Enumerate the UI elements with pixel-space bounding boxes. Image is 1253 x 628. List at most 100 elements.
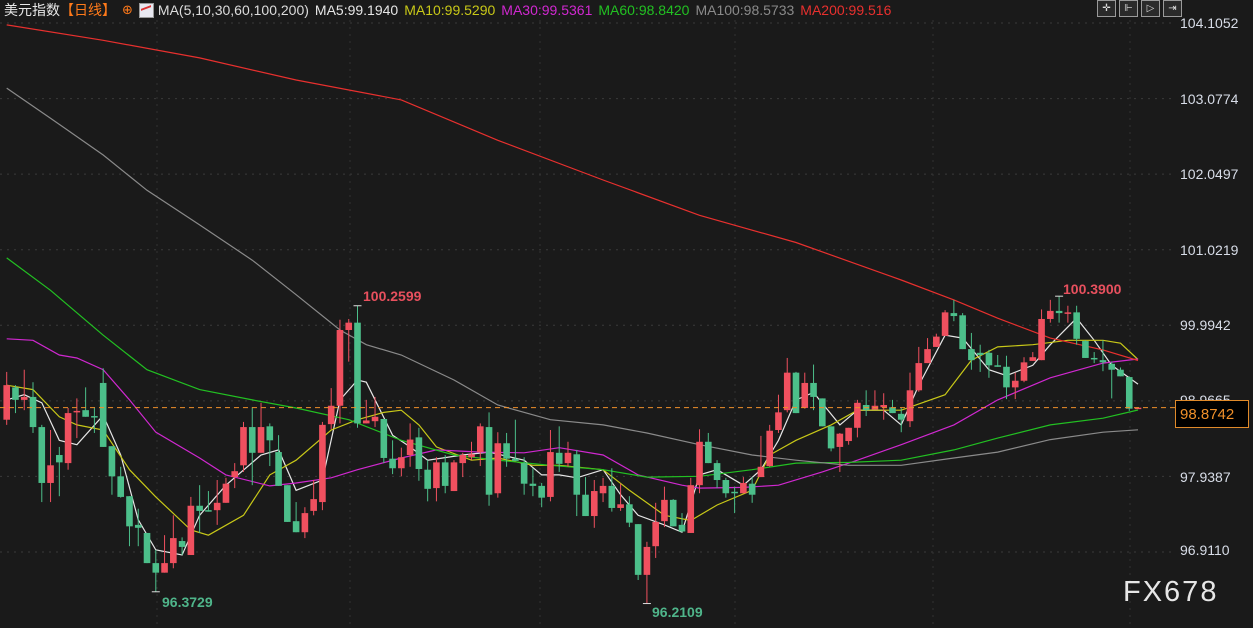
candle-body (126, 496, 133, 527)
candle-body (687, 485, 695, 533)
candle-body (354, 322, 361, 424)
candle-body (854, 402, 861, 428)
candle-body (801, 382, 809, 408)
candle (64, 407, 72, 470)
candle (678, 513, 686, 533)
candle-body (1099, 360, 1107, 363)
candle-body (468, 454, 475, 458)
candle (126, 496, 133, 547)
candle-body (99, 382, 107, 447)
candle (722, 477, 730, 498)
candle (494, 432, 502, 498)
candle (196, 485, 203, 533)
candle-body (3, 385, 10, 420)
candle (827, 426, 835, 452)
ma200-line (6, 24, 1139, 362)
candle (608, 468, 616, 512)
ma60-value: MA60:98.8420 (598, 2, 690, 18)
zoom-range-icon[interactable]: ⊩ (1119, 0, 1138, 17)
candle-body (459, 455, 467, 464)
chart-header: 美元指数 【日线】 ⊕ MA(5,10,30,60,100,200) MA5:9… (4, 0, 897, 20)
candle-body (424, 469, 431, 489)
candle (398, 447, 405, 477)
ma30-line (6, 338, 1139, 489)
candle-body (827, 426, 835, 449)
exit-icon[interactable]: ⇥ (1163, 0, 1182, 17)
ma100-line (6, 87, 1139, 466)
candle-body (889, 407, 896, 414)
candle (266, 423, 274, 467)
candle-body (205, 510, 212, 512)
candle (1099, 340, 1107, 372)
high-annotation: 100.3900 (1063, 281, 1122, 297)
candle (924, 338, 931, 364)
candle (652, 502, 659, 558)
candle-body (240, 427, 247, 466)
candle (976, 344, 984, 372)
candle (1108, 361, 1116, 399)
candle (336, 319, 344, 424)
candle-body (187, 505, 195, 556)
candle (573, 449, 581, 517)
candle-body (845, 427, 852, 442)
period-selector[interactable]: 【日线】 (60, 2, 116, 18)
candle (354, 305, 361, 428)
candle (433, 457, 440, 502)
candle-body (1073, 312, 1080, 339)
candle-body (669, 499, 677, 527)
candle-body (73, 410, 81, 413)
y-tick-label: 97.9387 (1180, 469, 1231, 485)
candle-body (933, 336, 940, 347)
candle-body (713, 463, 721, 481)
candle-body (476, 426, 484, 453)
candle-body (47, 465, 54, 483)
candle (231, 463, 239, 489)
candle (880, 393, 887, 420)
candle-body (512, 458, 519, 461)
candle (450, 460, 458, 492)
candle-body (196, 505, 203, 511)
candle (933, 333, 940, 347)
candle (248, 407, 256, 486)
candle-body (766, 430, 773, 467)
candle-body (222, 483, 230, 503)
ma-definition[interactable]: MA(5,10,30,60,100,200) (157, 2, 309, 18)
candle-body (836, 433, 844, 447)
candle-body (301, 513, 309, 533)
y-tick-label: 99.9942 (1180, 317, 1231, 333)
candle-body (275, 452, 282, 486)
candle-body (1047, 310, 1054, 319)
candle (257, 402, 265, 453)
candle (1047, 299, 1054, 323)
candle-body (564, 452, 572, 464)
candle-body (266, 426, 274, 441)
candle (634, 524, 642, 581)
candle-body (1020, 362, 1028, 381)
candle-body (178, 541, 186, 547)
candle (731, 486, 738, 514)
candle-body (170, 538, 177, 564)
candle (424, 460, 431, 502)
candle (810, 364, 817, 411)
candle-body (617, 504, 624, 508)
instrument-title[interactable]: 美元指数 (4, 2, 60, 18)
candle (12, 385, 19, 414)
candle (1055, 296, 1063, 323)
candle (485, 412, 493, 506)
candle-body (1134, 407, 1142, 410)
candle-body (950, 313, 958, 317)
candle (801, 372, 809, 409)
crosshair-icon[interactable]: ✛ (1097, 0, 1116, 17)
candle-body (941, 312, 949, 336)
line-chart-icon[interactable] (138, 2, 154, 18)
candle (468, 441, 475, 461)
candle-body (976, 352, 984, 356)
candle-body (555, 452, 563, 464)
candle-body (1108, 363, 1116, 370)
candle (187, 496, 195, 556)
y-tick-label: 96.9110 (1180, 542, 1230, 558)
circle-plus-icon[interactable]: ⊕ (122, 2, 133, 17)
candle (441, 455, 449, 494)
play-icon[interactable]: ▷ (1141, 0, 1160, 17)
